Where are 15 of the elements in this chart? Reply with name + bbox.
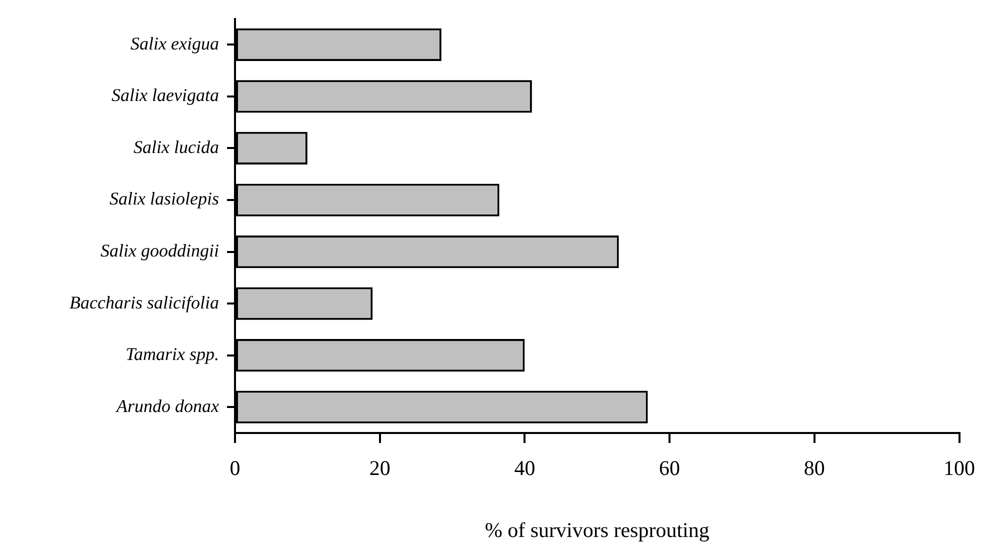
x-tick-label: 20 [369,456,390,480]
y-tick-label: Salix gooddingii [100,240,219,261]
x-tick-label: 60 [659,456,680,480]
x-tick-label: 40 [514,456,536,480]
y-tick-label: Salix lasiolepis [110,188,219,209]
x-tick-label: 80 [804,456,825,480]
y-tick-label: Baccharis salicifolia [70,292,219,312]
x-tick-label: 0 [230,456,240,480]
y-tick-label: Salix exigua [130,33,219,54]
y-tick-label: Salix lucida [134,136,219,157]
x-axis-title: % of survivors resprouting [484,518,710,542]
x-tick-label: 100 [944,456,975,480]
y-tick-label: Arundo donax [116,396,219,416]
y-tick-label: Tamarix spp. [126,344,219,364]
y-tick-label: Salix laevigata [112,85,219,106]
